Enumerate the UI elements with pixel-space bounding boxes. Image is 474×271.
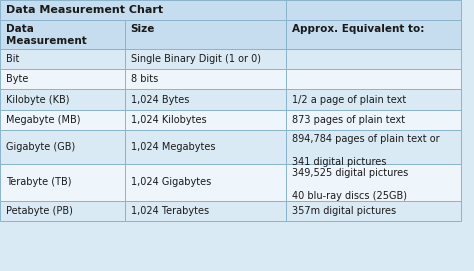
Text: Size: Size <box>130 24 155 34</box>
Text: 8 bits: 8 bits <box>130 74 158 84</box>
Text: Terabyte (TB): Terabyte (TB) <box>6 177 72 187</box>
Bar <box>0 164 125 201</box>
Bar <box>286 89 461 110</box>
Bar <box>125 89 286 110</box>
Bar <box>286 201 461 221</box>
Text: 1,024 Megabytes: 1,024 Megabytes <box>130 142 215 152</box>
Text: 1,024 Gigabytes: 1,024 Gigabytes <box>130 177 211 187</box>
Text: Petabyte (PB): Petabyte (PB) <box>6 206 73 216</box>
Text: 1,024 Kilobytes: 1,024 Kilobytes <box>130 115 206 125</box>
Bar <box>286 69 461 89</box>
Text: Data Measurement Chart: Data Measurement Chart <box>6 5 163 15</box>
Bar <box>125 201 286 221</box>
Bar <box>125 69 286 89</box>
Text: Kilobyte (KB): Kilobyte (KB) <box>6 95 70 105</box>
Text: 1,024 Terabytes: 1,024 Terabytes <box>130 206 209 216</box>
Bar <box>0 0 286 20</box>
Text: Data
Measurement: Data Measurement <box>6 24 87 46</box>
Bar <box>125 49 286 69</box>
Bar <box>286 130 461 164</box>
Bar <box>286 110 461 130</box>
Bar <box>125 110 286 130</box>
Bar <box>0 89 125 110</box>
Text: 1/2 a page of plain text: 1/2 a page of plain text <box>292 95 406 105</box>
Bar <box>125 164 286 201</box>
Text: Byte: Byte <box>6 74 28 84</box>
Bar <box>0 20 125 49</box>
Bar <box>286 0 461 20</box>
Bar <box>0 130 125 164</box>
Bar <box>286 164 461 201</box>
Text: Megabyte (MB): Megabyte (MB) <box>6 115 81 125</box>
Bar <box>286 20 461 49</box>
Text: Single Binary Digit (1 or 0): Single Binary Digit (1 or 0) <box>130 54 261 64</box>
Text: 1,024 Bytes: 1,024 Bytes <box>130 95 189 105</box>
Text: 873 pages of plain text: 873 pages of plain text <box>292 115 405 125</box>
Text: Gigabyte (GB): Gigabyte (GB) <box>6 142 75 152</box>
Bar <box>125 130 286 164</box>
Bar <box>0 49 125 69</box>
Text: 894,784 pages of plain text or

341 digital pictures: 894,784 pages of plain text or 341 digit… <box>292 134 439 167</box>
Text: Approx. Equivalent to:: Approx. Equivalent to: <box>292 24 424 34</box>
Bar <box>0 110 125 130</box>
Text: Bit: Bit <box>6 54 19 64</box>
Bar <box>0 69 125 89</box>
Bar <box>125 20 286 49</box>
Text: 349,525 digital pictures

40 blu-ray discs (25GB): 349,525 digital pictures 40 blu-ray disc… <box>292 168 408 201</box>
Bar <box>0 201 125 221</box>
Bar <box>286 49 461 69</box>
Text: 357m digital pictures: 357m digital pictures <box>292 206 396 216</box>
